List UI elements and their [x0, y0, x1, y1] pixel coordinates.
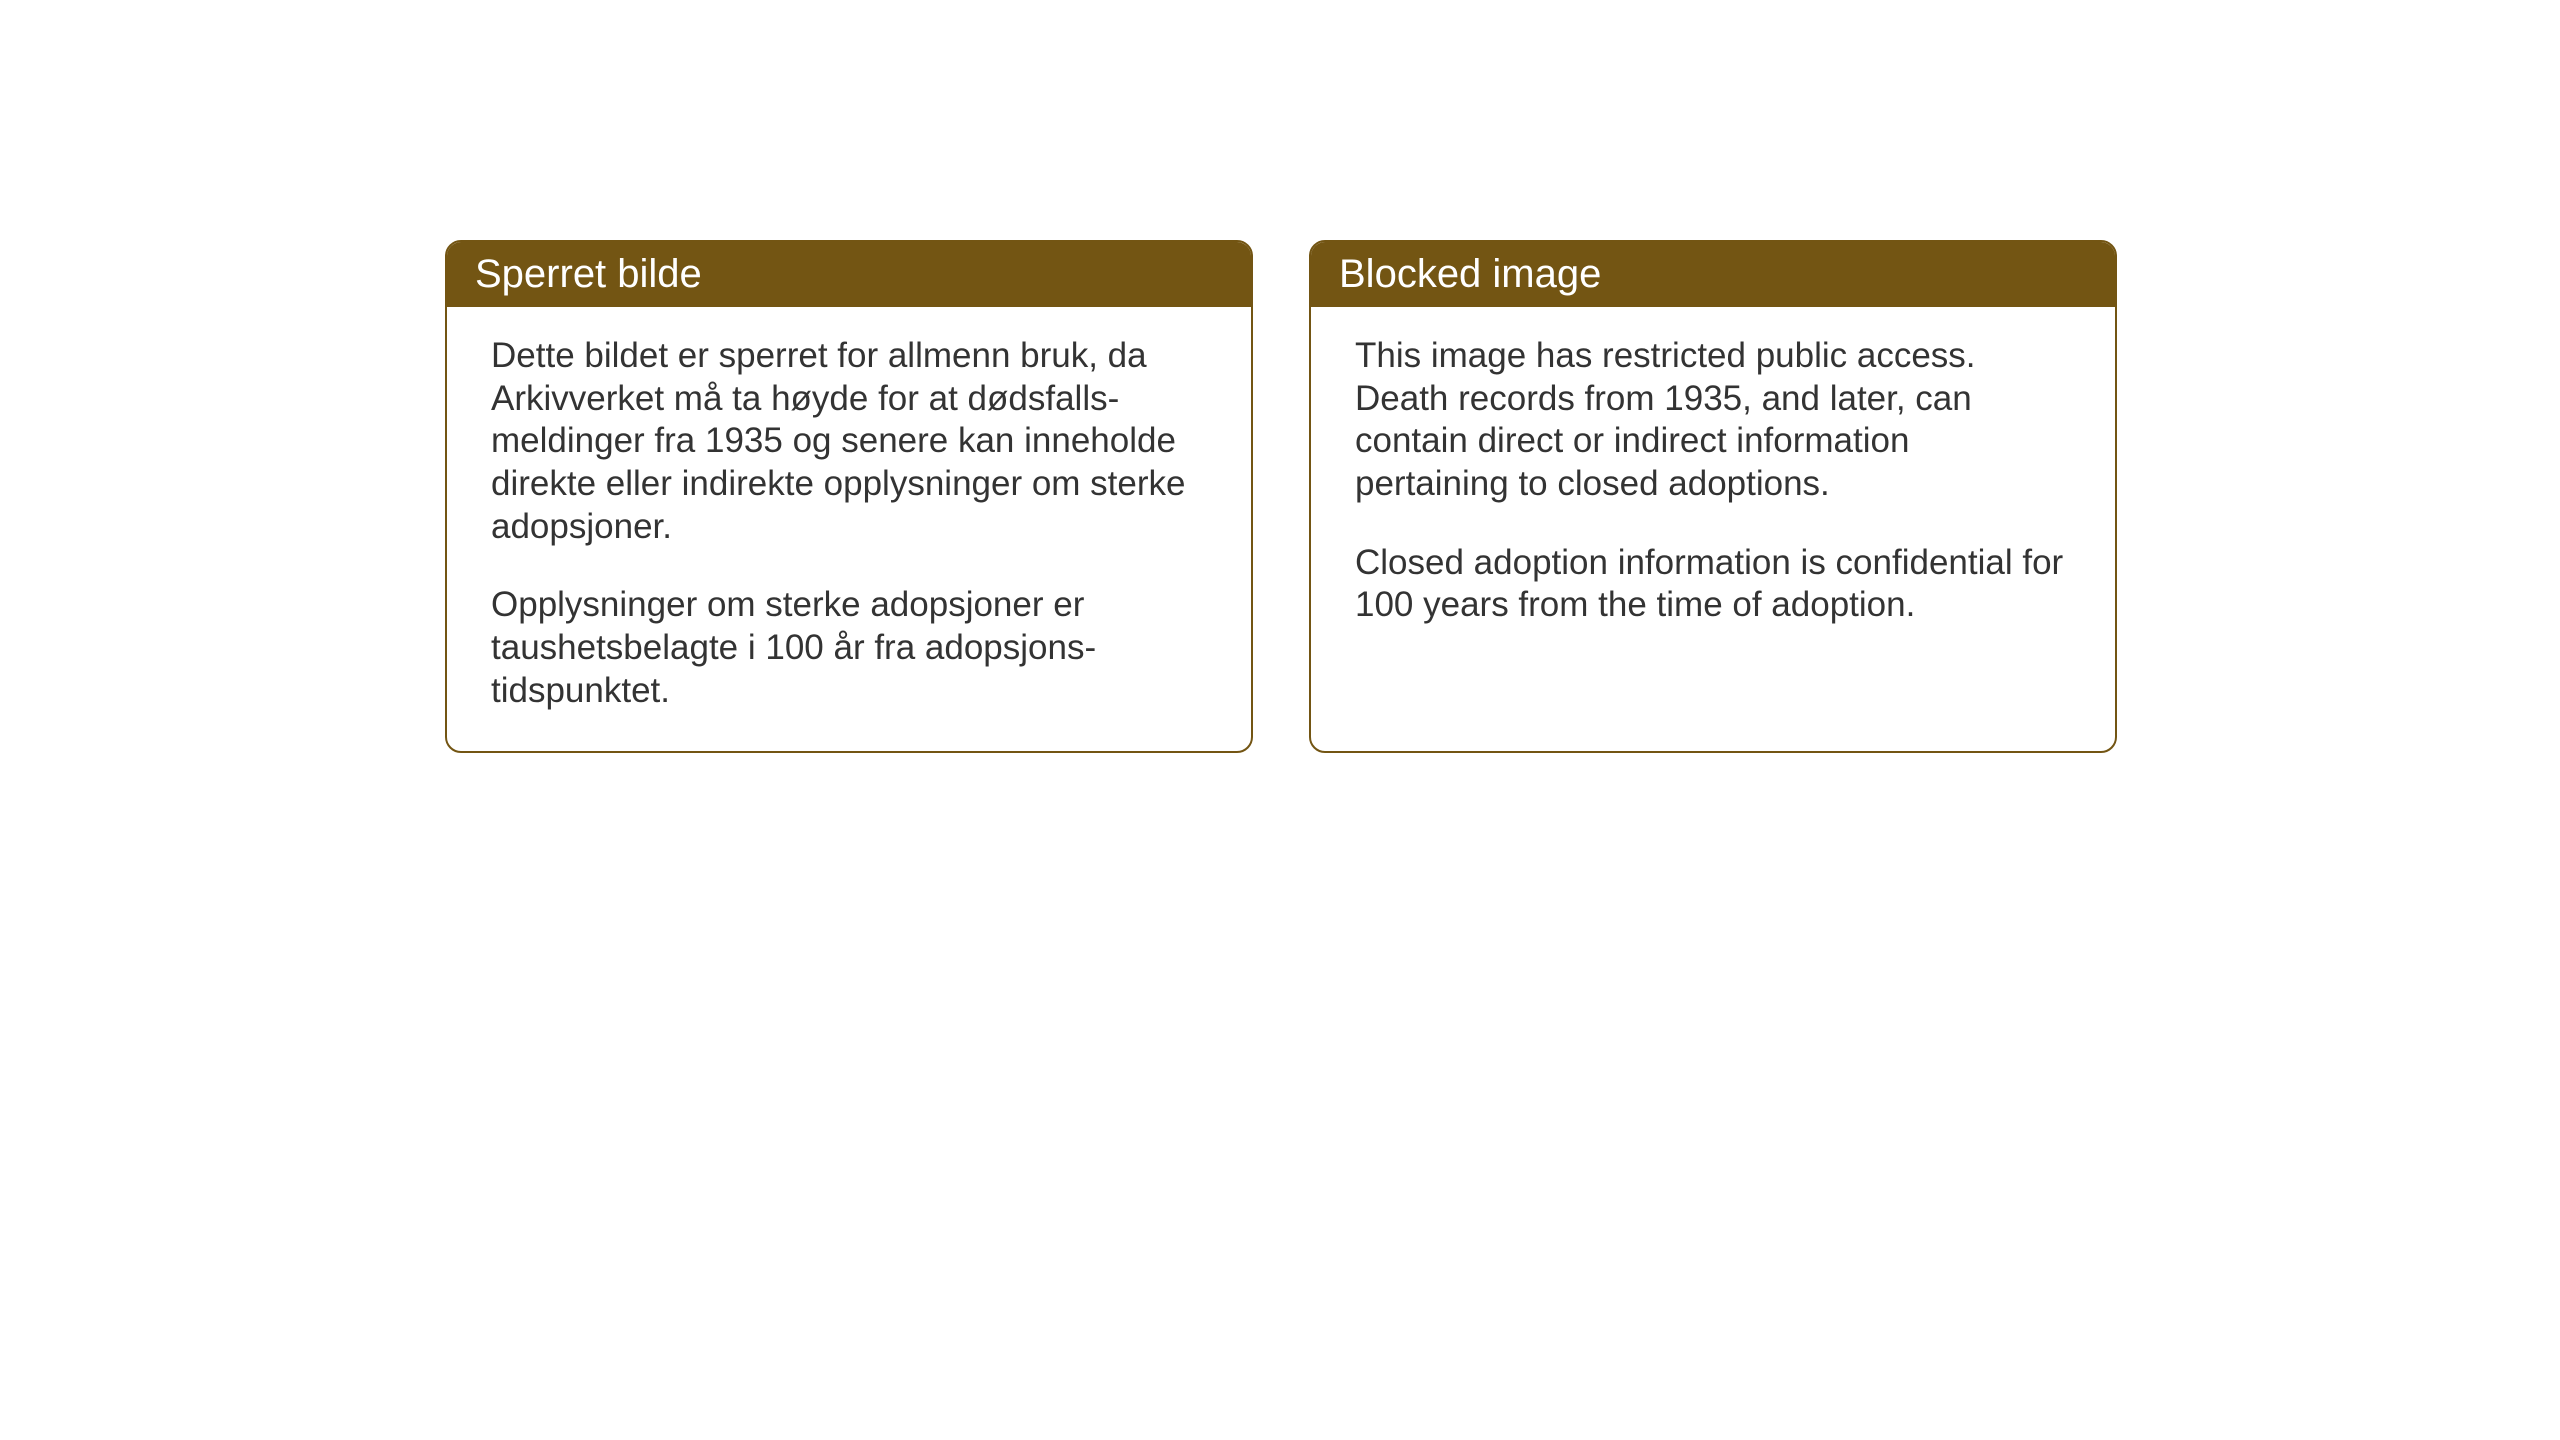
card-header-norwegian: Sperret bilde [447, 242, 1251, 307]
notice-card-norwegian: Sperret bilde Dette bildet er sperret fo… [445, 240, 1253, 753]
card-header-english: Blocked image [1311, 242, 2115, 307]
card-title-english: Blocked image [1339, 252, 1601, 296]
card-paragraph-1-english: This image has restricted public access.… [1355, 335, 2071, 506]
card-body-english: This image has restricted public access.… [1311, 307, 2115, 665]
card-body-norwegian: Dette bildet er sperret for allmenn bruk… [447, 307, 1251, 751]
notice-card-english: Blocked image This image has restricted … [1309, 240, 2117, 753]
notice-container: Sperret bilde Dette bildet er sperret fo… [445, 240, 2117, 753]
card-paragraph-2-english: Closed adoption information is confident… [1355, 542, 2071, 627]
card-title-norwegian: Sperret bilde [475, 252, 702, 296]
card-paragraph-2-norwegian: Opplysninger om sterke adopsjoner er tau… [491, 584, 1207, 712]
card-paragraph-1-norwegian: Dette bildet er sperret for allmenn bruk… [491, 335, 1207, 548]
